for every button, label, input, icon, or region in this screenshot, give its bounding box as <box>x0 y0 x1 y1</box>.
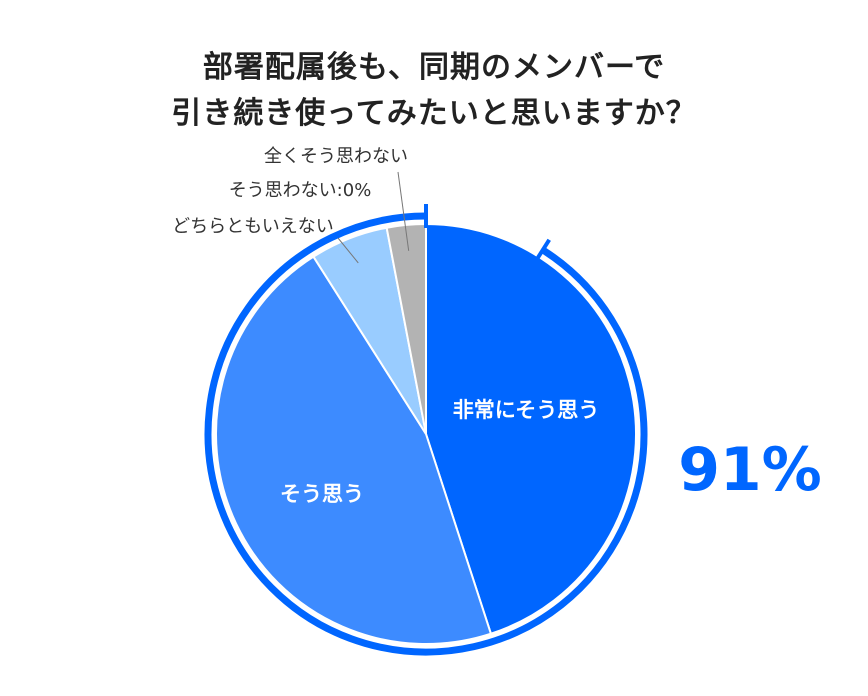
chart-title-line1: 部署配属後も、同期のメンバーで <box>202 50 666 85</box>
chart-title-line2: 引き続き使ってみたいと思いますか？ <box>171 96 697 131</box>
slice-label-strongly-disagree: 全くそう思わない <box>264 146 408 167</box>
slice-label-neutral: どちらともいえない <box>172 216 334 237</box>
highlight-arc-tick-end <box>534 238 551 262</box>
slice-label-agree: そう思う <box>280 482 364 506</box>
leader-line-neutral <box>337 237 359 264</box>
slice-label-very-much: 非常にそう思う <box>453 398 600 422</box>
highlight-percentage: 91% <box>678 435 822 505</box>
slice-label-disagree: そう思わない:0% <box>229 180 372 201</box>
leader-line-strongly-disagree <box>397 171 410 251</box>
highlight-arc <box>204 212 648 656</box>
slice-very-much <box>425 222 637 635</box>
slice-agree <box>215 255 493 645</box>
